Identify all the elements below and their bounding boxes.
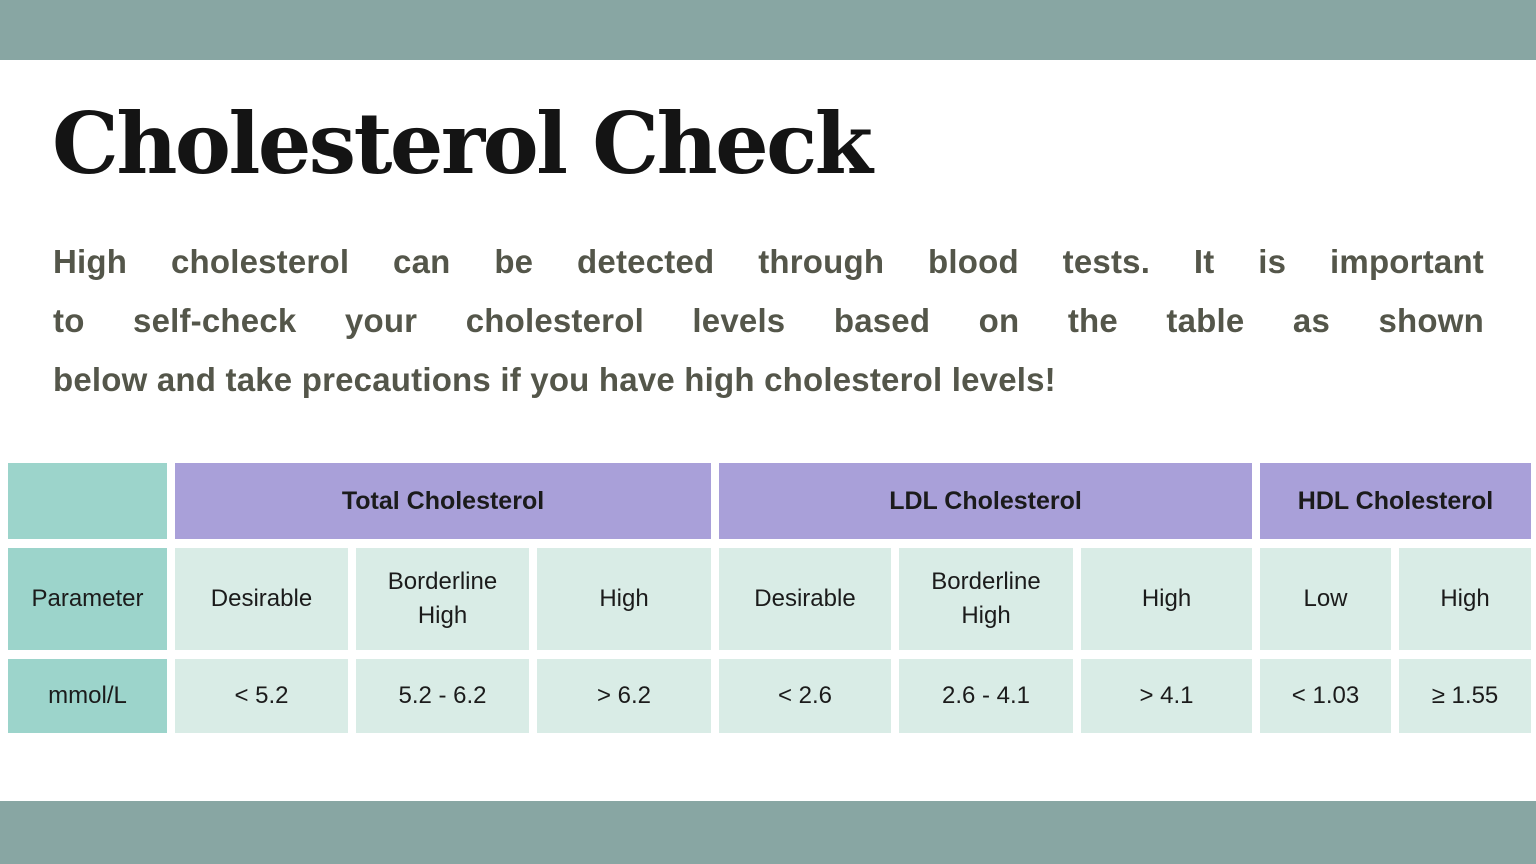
slide-content: Cholesterol Check High cholesterol can b… [0,60,1536,801]
col-header-cell: High [1399,548,1531,650]
group-header-hdl-cholesterol: HDL Cholesterol [1260,463,1531,539]
paragraph-line: to self-check your cholesterol levels ba… [53,302,1484,339]
row-header-parameter: Parameter [8,548,167,650]
paragraph-line: below and take precautions if you have h… [53,361,1056,398]
value-cell: ≥ 1.55 [1399,659,1531,733]
value-cell: > 4.1 [1081,659,1252,733]
group-header-ldl-cholesterol: LDL Cholesterol [719,463,1252,539]
col-header-cell: Desirable [719,548,891,650]
value-cell: > 6.2 [537,659,711,733]
col-header-cell: Borderline High [899,548,1073,650]
row-header-unit: mmol/L [8,659,167,733]
value-cell: < 1.03 [1260,659,1391,733]
page-title: Cholesterol Check [52,94,873,193]
paragraph-line: High cholesterol can be detected through… [53,243,1484,280]
col-header-cell: Low [1260,548,1391,650]
col-header-cell: High [537,548,711,650]
col-header-cell: High [1081,548,1252,650]
cholesterol-table: Total Cholesterol LDL Cholesterol HDL Ch… [8,463,1531,733]
value-cell: < 2.6 [719,659,891,733]
col-header-cell: Borderline High [356,548,529,650]
table-corner-cell [8,463,167,539]
value-cell: < 5.2 [175,659,348,733]
intro-paragraph: High cholesterol can be detected through… [53,232,1484,409]
value-cell: 2.6 - 4.1 [899,659,1073,733]
value-cell: 5.2 - 6.2 [356,659,529,733]
group-header-total-cholesterol: Total Cholesterol [175,463,711,539]
top-border-bar [0,0,1536,60]
col-header-cell: Desirable [175,548,348,650]
bottom-border-bar [0,801,1536,864]
